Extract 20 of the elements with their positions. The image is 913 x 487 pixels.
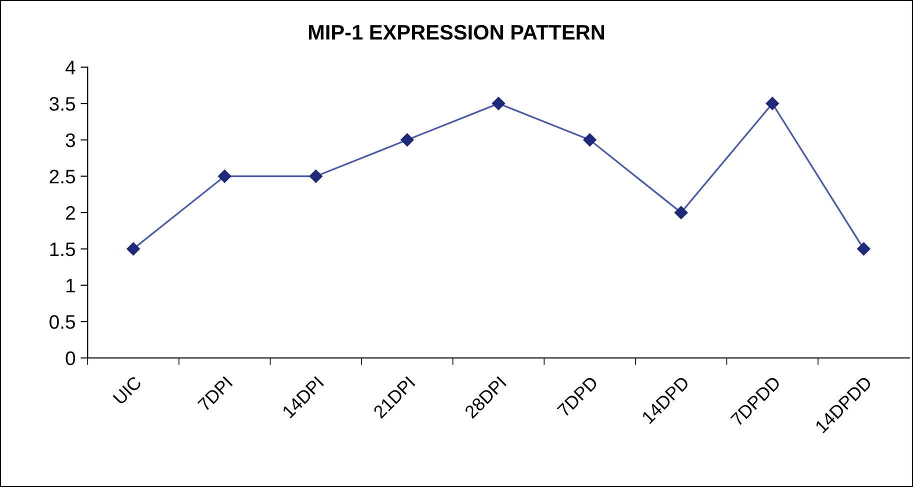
point bbox=[583, 133, 596, 146]
point bbox=[766, 96, 779, 110]
y-tick-label: 1.5 bbox=[50, 242, 76, 256]
point bbox=[400, 133, 414, 146]
y-tick-label: 1 bbox=[66, 278, 75, 292]
y-tick-label: 4 bbox=[65, 60, 76, 74]
point bbox=[218, 170, 232, 183]
point bbox=[674, 206, 688, 220]
x-tick-label: UIC bbox=[112, 375, 142, 405]
chart-title: MIP-1 EXPRESSION PATTERN bbox=[308, 24, 604, 40]
point bbox=[126, 242, 140, 256]
y-tick-label: 3.5 bbox=[50, 97, 76, 111]
point bbox=[492, 96, 506, 110]
y-tick-label: 2.5 bbox=[50, 170, 76, 184]
y-tick-label: 2 bbox=[66, 206, 75, 220]
y-tick-label: 0 bbox=[66, 351, 76, 366]
y-tick-label: 0.5 bbox=[50, 315, 76, 329]
point bbox=[309, 170, 322, 183]
point bbox=[857, 242, 870, 256]
y-tick-label: 3 bbox=[66, 133, 75, 148]
